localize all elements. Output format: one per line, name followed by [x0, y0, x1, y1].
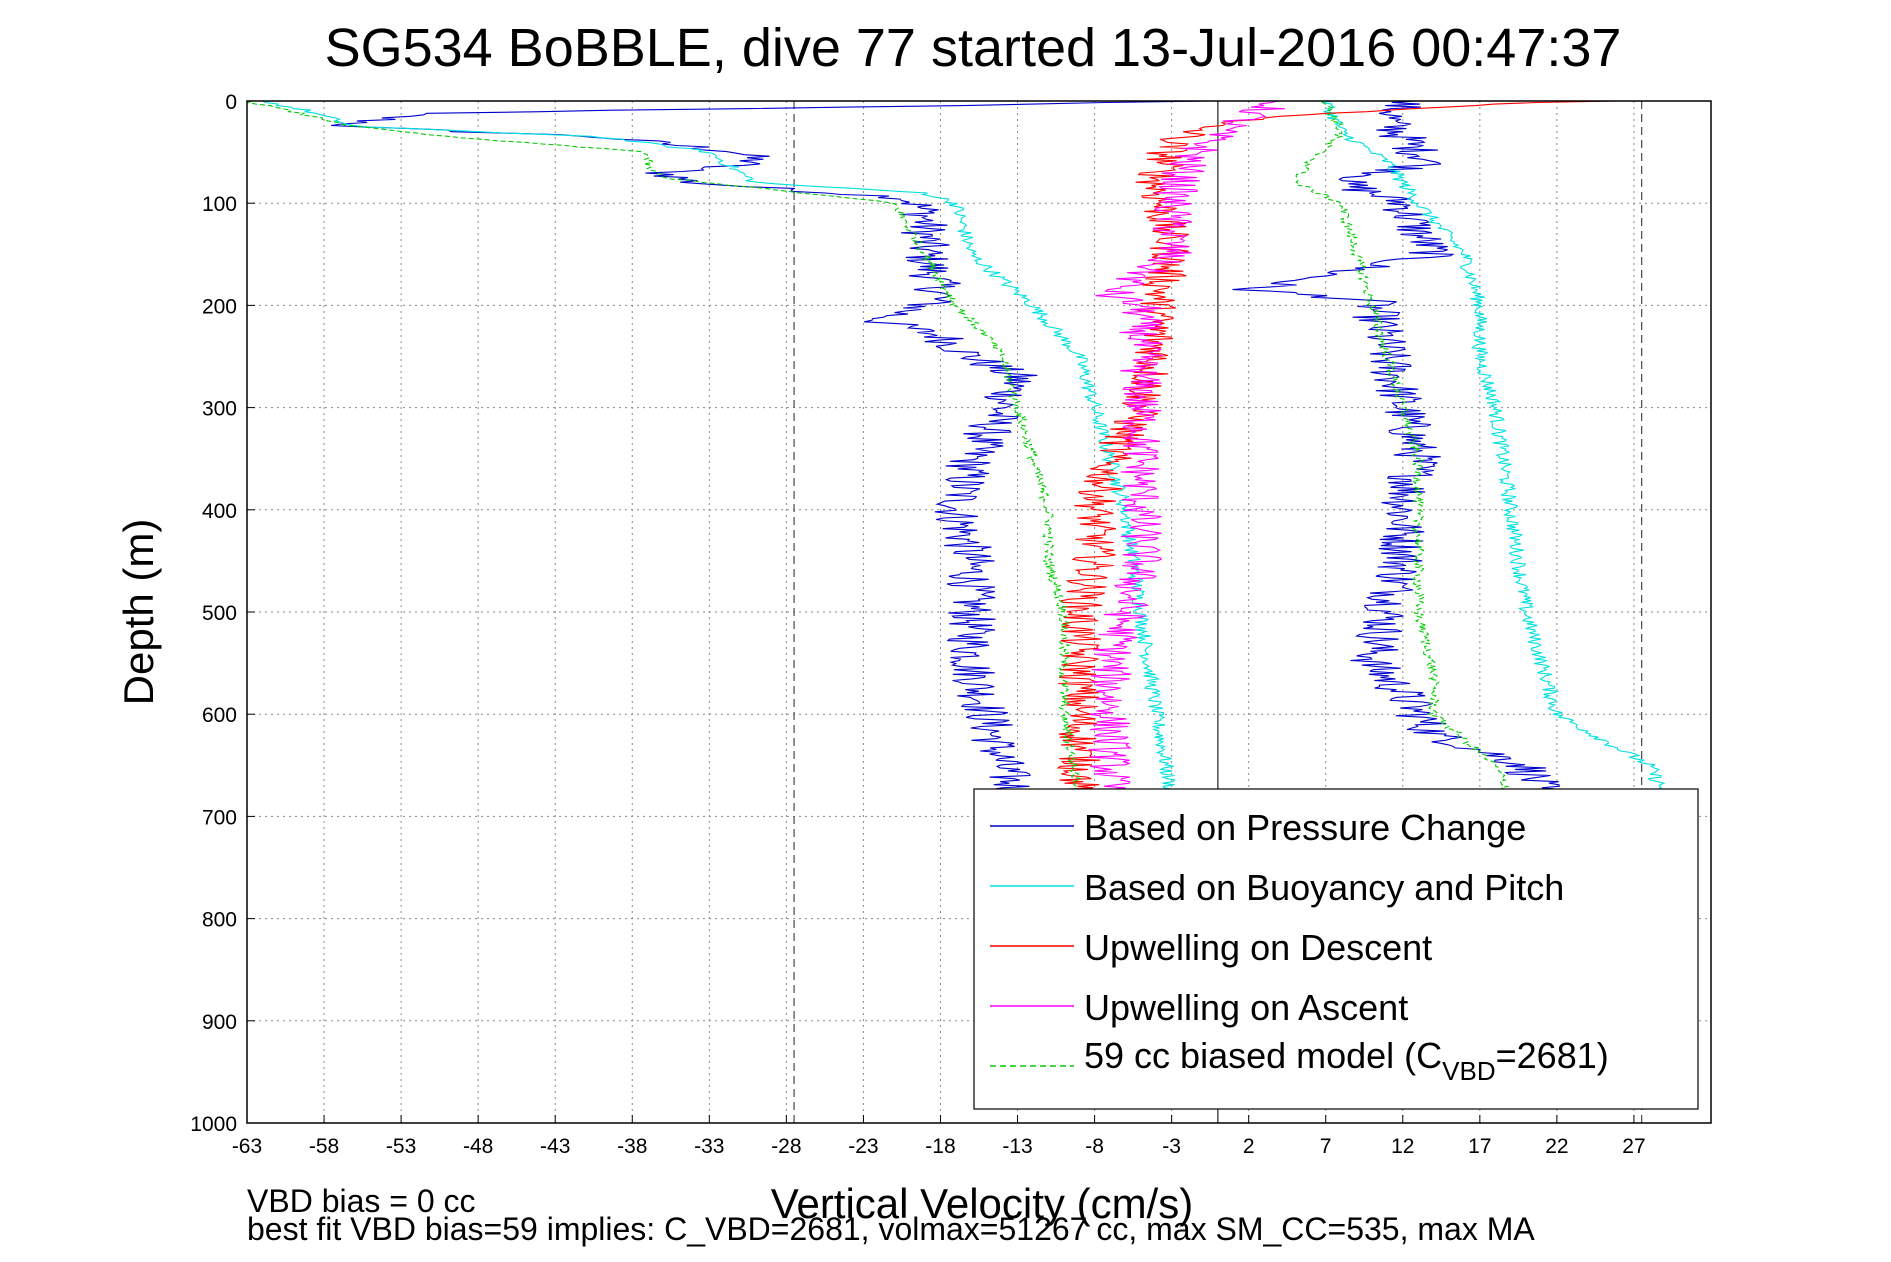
series-line-0-descent	[330, 100, 1211, 796]
y-tick-label: 500	[202, 602, 237, 625]
x-tick-label: -3	[1162, 1135, 1181, 1158]
x-tick-label: -43	[540, 1135, 570, 1158]
legend-label-biased-model: 59 cc biased model (CVBD=2681)	[1084, 1035, 1609, 1086]
x-tick-label: 7	[1320, 1135, 1332, 1158]
x-tick-label: -38	[617, 1135, 647, 1158]
chart-title: SG534 BoBBLE, dive 77 started 13-Jul-201…	[325, 18, 1622, 78]
series-line-4-descent	[246, 100, 1086, 796]
legend-label-biased-model-suffix: =2681)	[1496, 1035, 1609, 1076]
series-line-4-ascent	[1295, 100, 1511, 796]
x-tick-label: -23	[848, 1135, 878, 1158]
series-line-2-descent	[1056, 100, 1618, 796]
y-tick-label: 200	[202, 295, 237, 318]
x-tick-label: -18	[925, 1135, 955, 1158]
x-tick-label: 17	[1468, 1135, 1491, 1158]
x-tick-label: -53	[386, 1135, 416, 1158]
x-tick-label: -28	[771, 1135, 801, 1158]
x-tick-label: -58	[309, 1135, 339, 1158]
legend-box	[973, 788, 1699, 1110]
x-tick-label: 12	[1391, 1135, 1414, 1158]
x-tick-label: -13	[1002, 1135, 1032, 1158]
x-axis-label: Vertical Velocity (cm/s)	[771, 1180, 1193, 1227]
x-tick-label: -33	[694, 1135, 724, 1158]
legend-label-pressure: Based on Pressure Change	[1084, 807, 1526, 848]
y-tick-label: 0	[225, 91, 237, 114]
y-tick-label: 300	[202, 398, 237, 421]
legend-label-biased-model-main: 59 cc biased model (C	[1084, 1035, 1442, 1076]
legend: Based on Pressure Change Based on Buoyan…	[973, 788, 1699, 1110]
x-tick-label: 27	[1622, 1135, 1645, 1158]
legend-label-upwelling-descent: Upwelling on Descent	[1084, 927, 1432, 968]
footer-line-1: VBD bias = 0 cc	[247, 1183, 476, 1219]
y-tick-label: 400	[202, 500, 237, 523]
series-line-1-ascent	[1321, 100, 1684, 812]
y-tick-label: 600	[202, 704, 237, 727]
series-line-3-ascent	[1088, 100, 1285, 796]
legend-label-buoyancy: Based on Buoyancy and Pitch	[1084, 867, 1564, 908]
series-line-0-ascent	[1232, 100, 1560, 796]
y-axis-label: Depth (m)	[115, 519, 162, 706]
x-tick-label: -48	[463, 1135, 493, 1158]
y-tick-label: 100	[202, 193, 237, 216]
y-tick-label: 700	[202, 806, 237, 829]
footer-line-2: best fit VBD bias=59 implies: C_VBD=2681…	[247, 1211, 1535, 1247]
x-tick-label: 2	[1243, 1135, 1255, 1158]
legend-label-biased-model-sub: VBD	[1442, 1056, 1495, 1086]
series-line-1-descent	[262, 100, 1177, 796]
y-tick-label: 1000	[190, 1113, 237, 1136]
tick-labels: -63 -58 -53 -48 -43 -38 -33 -28 -23 -18 -13 -8 -3 2 7 1…	[190, 91, 1645, 1158]
y-tick-label: 800	[202, 909, 237, 932]
y-tick-label: 900	[202, 1011, 237, 1034]
series-layer	[246, 100, 1684, 812]
x-tick-label: -63	[232, 1135, 262, 1158]
legend-label-upwelling-ascent: Upwelling on Ascent	[1084, 987, 1408, 1028]
x-tick-label: 22	[1545, 1135, 1568, 1158]
x-tick-label: -8	[1085, 1135, 1104, 1158]
